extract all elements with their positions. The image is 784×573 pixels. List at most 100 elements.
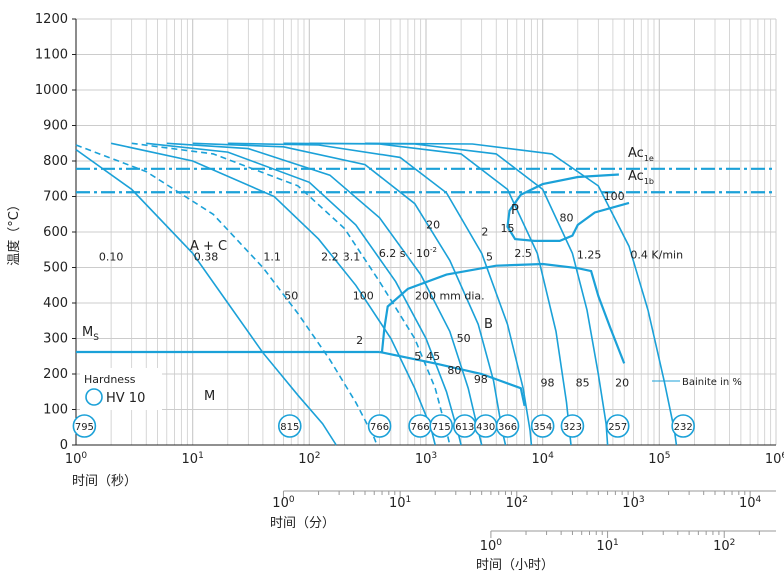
cooling-rate-label: 15: [501, 222, 515, 235]
transformation-boundaries: [379, 173, 630, 407]
label-Ac1b: Ac1b: [628, 169, 654, 186]
cooling-rate-label: 2.5: [514, 247, 532, 260]
cooling-rate-label: 0.38: [194, 250, 219, 263]
x-tick-label-hours: 100: [480, 538, 503, 554]
cooling-rate-label: 200 mm dia.: [415, 289, 485, 302]
cooling-rate-label: 0.4 K/min: [630, 249, 683, 262]
cooling-rate-label: 98: [474, 373, 488, 386]
legend-title: Hardness: [84, 373, 136, 386]
y-tick-label: 1100: [35, 48, 68, 63]
cooling-rate-label: 80: [447, 364, 461, 377]
x-tick-label-hours: 102: [713, 538, 735, 554]
cooling-rate-label: 45: [426, 350, 440, 363]
hardness-value: 323: [563, 422, 582, 433]
y-tick-label: 700: [43, 190, 68, 205]
x-axis-label-minutes: 时间（分）: [270, 516, 335, 531]
cooling-rate-label: 6.2 s · 10-2: [379, 246, 437, 260]
cooling-rate-label: 80: [559, 211, 573, 224]
cooling-rate-label: 5: [486, 250, 493, 263]
cooling-rate-label: 2.2: [321, 250, 339, 263]
x-tick-label-seconds: 100: [65, 451, 88, 467]
hardness-circle: [429, 414, 454, 438]
cooling-rate-label: 5: [414, 350, 421, 363]
x-tick-label-minutes: 100: [272, 495, 295, 511]
hardness-circle: [530, 414, 555, 438]
x-tick-label-seconds: 104: [532, 451, 555, 467]
cooling-curve: [166, 142, 483, 446]
hardness-circle: [671, 414, 695, 438]
y-axis-label: 温度（°C）: [6, 198, 22, 266]
y-tick-label: 900: [43, 119, 68, 134]
hardness-circle: [495, 414, 520, 438]
x-tick-label-minutes: 102: [506, 495, 528, 511]
cooling-curve: [227, 142, 533, 446]
y-tick-label: 400: [43, 296, 68, 311]
x-tick-label-minutes: 103: [622, 495, 644, 511]
hardness-circle: [367, 414, 392, 438]
y-tick-label: 600: [43, 225, 68, 240]
cooling-rate-label: 100: [353, 289, 374, 302]
cooling-rate-label: 98: [540, 376, 554, 389]
x-tick-label-hours: 101: [596, 538, 618, 554]
hours-axis: [490, 530, 776, 538]
label-Ac1e: Ac1e: [628, 146, 654, 163]
cooling-rate-label: 85: [576, 376, 590, 389]
y-tick-label: 200: [43, 367, 68, 382]
cooling-curves: [75, 142, 678, 446]
x-tick-label-minutes: 101: [389, 495, 411, 511]
hardness-value: 613: [455, 422, 474, 433]
x-axis-label-hours: 时间（小时）: [476, 558, 554, 573]
hardness-circle: [605, 414, 630, 438]
hardness-circle: [72, 414, 97, 438]
y-tick-label: 300: [43, 332, 68, 347]
x-tick-label-minutes: 104: [739, 495, 762, 511]
y-tick-label: 0: [60, 438, 68, 453]
label-Ms: MS: [82, 325, 99, 343]
cooling-curve: [309, 142, 609, 446]
hardness-value: 354: [533, 422, 552, 433]
hardness-circle: [277, 414, 302, 438]
cooling-rate-label: 2: [481, 226, 488, 239]
cooling-curve: [146, 142, 462, 446]
cooling-rate-label: 1.1: [263, 250, 281, 263]
hardness-value: 232: [674, 422, 693, 433]
y-tick-label: 500: [43, 261, 68, 276]
cooling-rate-label: 20: [615, 376, 629, 389]
hardness-circle: [560, 414, 585, 438]
y-tick-label: 800: [43, 154, 68, 169]
cooling-curve: [283, 142, 572, 446]
cooling-curve: [131, 142, 451, 446]
x-tick-label-seconds: 105: [648, 451, 670, 467]
pearlite-boundary: [506, 173, 630, 242]
y-tick-label: 1000: [35, 83, 68, 98]
cooling-curve: [192, 142, 507, 446]
legend-circle: [85, 388, 103, 406]
x-axis-label-seconds: 时间（秒）: [72, 474, 137, 489]
legend-entry: HV 10: [106, 391, 145, 406]
x-tick-label-seconds: 103: [415, 451, 437, 467]
cooling-rate-label: 50: [284, 289, 298, 302]
hardness-value: 715: [432, 422, 451, 433]
cooling-rate-label: 1.25: [577, 249, 602, 262]
hardness-value: 257: [608, 422, 627, 433]
cooling-curve: [75, 148, 337, 446]
hardness-markers: 795 815 766 766 715 613 430 366 354 323 257 232: [72, 414, 695, 438]
region-label: A + C: [190, 239, 227, 254]
region-label: P: [511, 203, 519, 218]
bainite-finish: [379, 350, 526, 407]
region-label: B: [484, 317, 493, 332]
cooling-rate-label: 0.10: [99, 250, 124, 263]
legend: Hardness HV 10: [80, 368, 162, 410]
x-tick-label-seconds: 106: [765, 451, 784, 467]
hardness-value: 366: [498, 422, 517, 433]
cooling-curve: [110, 142, 436, 446]
cooling-rate-label: 50: [457, 332, 471, 345]
hardness-value: 815: [280, 422, 299, 433]
bainite-label: Bainite in %: [682, 377, 742, 388]
cooling-curve: [364, 142, 678, 446]
region-label: M: [204, 389, 215, 404]
cooling-rate-label: 3.1: [343, 250, 361, 263]
cooling-rate-label: 20: [426, 218, 440, 231]
y-tick-label: 1200: [35, 12, 68, 27]
